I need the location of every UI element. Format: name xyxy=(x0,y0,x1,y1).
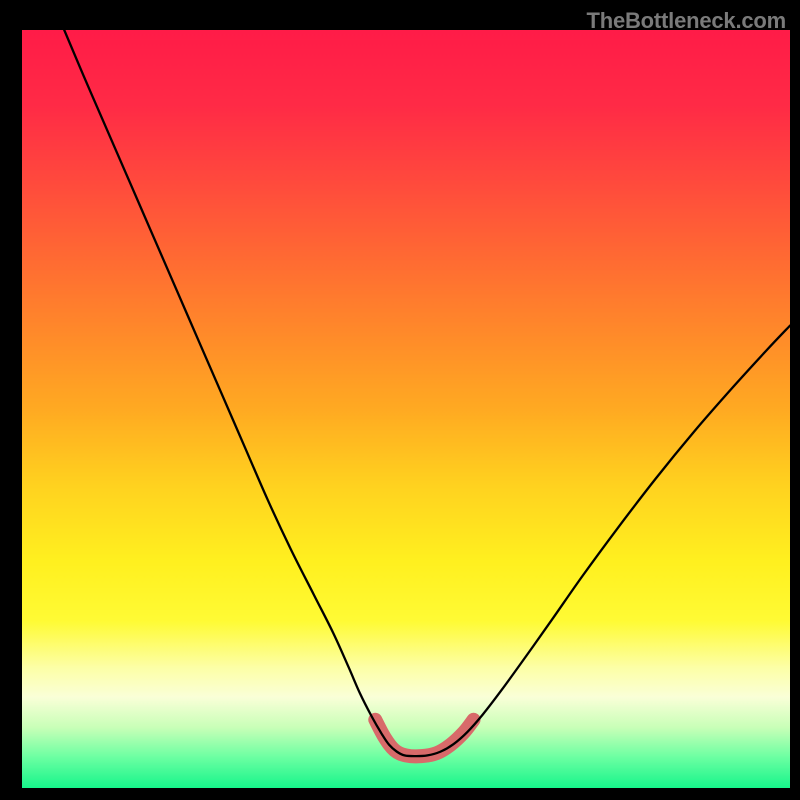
chart-stage: TheBottleneck.com xyxy=(0,0,800,800)
frame-border-bottom xyxy=(0,788,800,800)
watermark-text: TheBottleneck.com xyxy=(586,8,786,34)
frame-border-left xyxy=(0,0,22,800)
gradient-background xyxy=(22,30,790,788)
frame-border-right xyxy=(790,0,800,800)
plot-area xyxy=(22,30,790,788)
